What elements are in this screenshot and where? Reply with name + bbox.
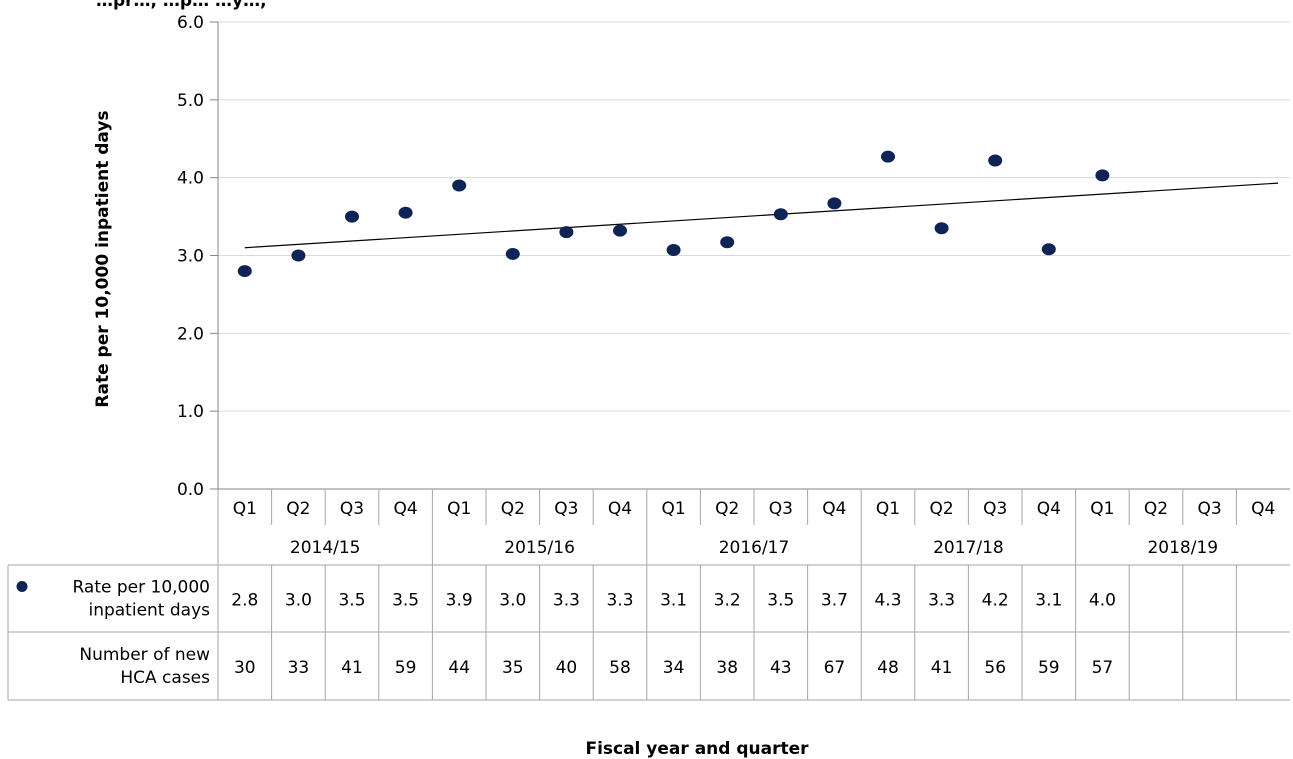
x-tick-label-quarter: Q4 (393, 499, 417, 519)
y-tick-label: 4.0 (177, 169, 204, 189)
data-point (613, 224, 627, 237)
data-point (1041, 243, 1056, 256)
x-tick-label-quarter: Q4 (1251, 499, 1275, 519)
data-label: 4.0 (1089, 591, 1116, 611)
x-tick-label-quarter: Q1 (876, 499, 900, 519)
series-label: Number of new (79, 645, 210, 665)
data-label: 48 (877, 658, 899, 678)
series-label: HCA cases (120, 668, 210, 688)
x-tick-label-year: 2017/18 (933, 538, 1004, 558)
x-tick-label-quarter: Q3 (983, 499, 1007, 519)
series-label: Rate per 10,000 (72, 578, 210, 598)
y-tick-label: 5.0 (177, 91, 204, 111)
data-label: 3.5 (338, 591, 365, 611)
data-label: 3.3 (553, 591, 580, 611)
data-label: 3.0 (499, 591, 526, 611)
data-point (827, 197, 842, 210)
x-tick-label-quarter: Q2 (501, 499, 525, 519)
x-tick-label-quarter: Q3 (1197, 499, 1221, 519)
data-point (988, 154, 1003, 167)
x-tick-label-quarter: Q3 (340, 499, 364, 519)
chart-title-fragment: …pr…, …p… …y…, (96, 0, 267, 11)
data-table: Q1 Q2 Q3 Q4 Q1 Q2 Q3 Q4 Q1 Q2 Q3 Q4 Q1 Q2 Q3 Q4 Q1 Q2 Q3 Q4… (7, 488, 1290, 701)
data-label: 41 (341, 658, 363, 678)
data-label: 41 (931, 658, 953, 678)
data-label: 2.8 (231, 591, 258, 611)
y-tick-label: 2.0 (177, 324, 204, 344)
data-label: 40 (556, 658, 578, 678)
data-label: 4.3 (874, 591, 901, 611)
y-tick-label: 6.0 (177, 13, 204, 33)
x-tick-label-quarter: Q1 (1090, 499, 1114, 519)
data-point (773, 208, 788, 221)
x-tick-label-quarter: Q2 (715, 499, 739, 519)
x-tick-label-quarter: Q2 (286, 499, 310, 519)
data-point (720, 236, 735, 249)
data-point (398, 206, 413, 219)
legend-marker (16, 581, 28, 592)
data-label: 56 (984, 658, 1006, 678)
data-point (559, 226, 574, 239)
data-point (1095, 169, 1110, 182)
x-tick-label-quarter: Q4 (822, 499, 846, 519)
data-label: 3.9 (446, 591, 473, 611)
data-label: 3.5 (392, 591, 419, 611)
y-axis-title: Rate per 10,000 inpatient days (93, 110, 113, 407)
data-label: 3.2 (714, 591, 741, 611)
data-label: 33 (288, 658, 310, 678)
data-label: 43 (770, 658, 792, 678)
data-point (452, 179, 467, 192)
data-label: 3.5 (767, 591, 794, 611)
data-label: 30 (234, 658, 256, 678)
data-label: 57 (1092, 658, 1114, 678)
trendline-layer (244, 182, 1279, 249)
data-label: 35 (502, 658, 524, 678)
y-tick-label: 0.0 (177, 480, 204, 500)
x-tick-label-quarter: Q1 (233, 499, 257, 519)
data-point (345, 210, 359, 223)
axes: 0.0 1.0 2.0 3.0 4.0 5.0 6.0 (177, 13, 219, 500)
y-tick-label: 3.0 (177, 247, 204, 267)
data-label: 3.1 (1035, 591, 1062, 611)
data-label: 59 (395, 658, 417, 678)
data-label: 38 (716, 658, 738, 678)
data-point (666, 244, 681, 257)
data-label: 3.1 (660, 591, 687, 611)
trendline (244, 182, 1279, 249)
data-label: 4.2 (982, 591, 1009, 611)
x-tick-label-year: 2015/16 (504, 538, 575, 558)
x-tick-label-quarter: Q3 (554, 499, 578, 519)
x-tick-label-quarter: Q4 (608, 499, 632, 519)
data-point (237, 265, 252, 278)
x-tick-label-quarter: Q2 (929, 499, 953, 519)
y-tick-label: 1.0 (177, 402, 204, 422)
data-label: 3.3 (928, 591, 955, 611)
data-label: 3.7 (821, 591, 848, 611)
x-axis-title: Fiscal year and quarter (585, 739, 809, 759)
x-tick-label-quarter: Q1 (661, 499, 685, 519)
data-label: 59 (1038, 658, 1060, 678)
x-tick-label-quarter: Q2 (1144, 499, 1168, 519)
data-label: 67 (824, 658, 846, 678)
data-label: 3.3 (606, 591, 633, 611)
data-label: 58 (609, 658, 631, 678)
x-tick-label-quarter: Q4 (1037, 499, 1061, 519)
data-label: 34 (663, 658, 685, 678)
x-tick-label-quarter: Q3 (769, 499, 793, 519)
data-point (934, 222, 949, 235)
data-points (237, 150, 1110, 278)
data-label: 3.0 (285, 591, 312, 611)
data-point (291, 249, 306, 262)
x-tick-label-year: 2018/19 (1147, 538, 1218, 558)
gridlines (218, 21, 1290, 412)
data-point (505, 247, 520, 260)
x-tick-label-year: 2014/15 (290, 538, 361, 558)
series-label: inpatient days (88, 601, 210, 621)
data-point (881, 150, 895, 163)
x-tick-label-quarter: Q1 (447, 499, 471, 519)
x-tick-label-year: 2016/17 (719, 538, 790, 558)
data-label: 44 (448, 658, 470, 678)
